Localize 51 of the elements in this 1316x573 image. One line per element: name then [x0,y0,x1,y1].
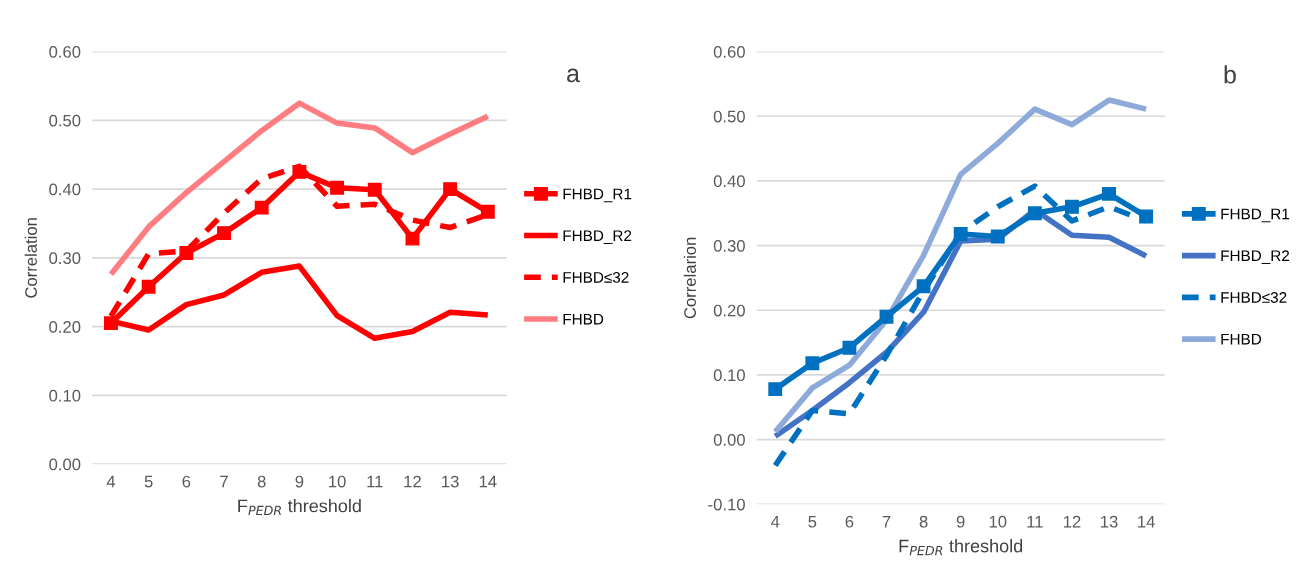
legend-label: FHBD [1221,333,1262,345]
x-tick-label: 6 [182,475,191,488]
x-tick-label: 4 [106,475,116,488]
x-tick-label: 7 [220,475,228,488]
x-tick-label: 10 [989,515,1007,528]
y-tick-label: 0.60 [713,45,745,58]
x-tick-label: 12 [404,475,421,488]
x-tick-label: 10 [329,475,346,488]
x-tick-label: 12 [1063,515,1081,528]
y-tick-label: 0.50 [49,114,81,127]
y-tick-label: 0.00 [713,433,745,446]
legend-label: FHBD_R1 [563,188,632,203]
text: b [1224,65,1236,84]
y-tick-label: 0.00 [49,458,81,471]
y-tick-label: 0.20 [49,321,81,333]
y-tick-label: 0.10 [49,389,81,402]
y-tick-label: 0.40 [713,175,745,188]
y-axis-title: Correlation [24,218,37,298]
x-tick-label: 14 [479,475,497,488]
x-tick-label: 5 [808,515,817,528]
x-tick-label: 13 [442,475,459,488]
x-axis-title: F$_{PEDR}$ threshold [899,539,1023,556]
legend-label: FHBD [563,313,604,325]
y-axis-title: Correlarion [683,237,696,319]
y-tick-label: 0.30 [713,239,745,252]
legend-label: FHBD≤32 [563,272,629,283]
y-tick-label: 0.40 [49,183,81,196]
legend-label: FHBD_R2 [563,230,632,244]
x-tick-label: 13 [1101,515,1118,528]
x-tick-label: 4 [770,515,780,528]
y-tick-label: 0.30 [49,252,81,265]
y-tick-label: 0.20 [713,304,745,317]
legend-label: FHBD_R2 [1221,250,1290,265]
y-tick-label: 0.60 [49,45,81,58]
x-tick-label: 6 [845,515,854,528]
x-tick-label: 11 [1027,515,1043,528]
x-tick-label: 8 [257,475,266,488]
y-tick-label: 0.10 [713,369,745,382]
x-tick-label: 11 [367,475,383,488]
x-tick-label: 14 [1138,515,1155,528]
x-tick-label: 8 [919,515,928,528]
x-tick-label: 9 [956,515,965,528]
text: a [567,68,580,83]
legend-label: FHBD≤32 [1221,292,1287,303]
y-tick-label: -0.10 [708,498,745,511]
x-axis-title: F$_{PEDR}$ threshold [238,499,361,516]
y-tick-label: 0.50 [713,110,745,123]
x-tick-label: 7 [882,515,891,528]
legend-label: FHBD_R1 [1221,208,1290,223]
x-tick-label: 9 [295,475,304,488]
x-tick-label: 5 [144,475,153,488]
